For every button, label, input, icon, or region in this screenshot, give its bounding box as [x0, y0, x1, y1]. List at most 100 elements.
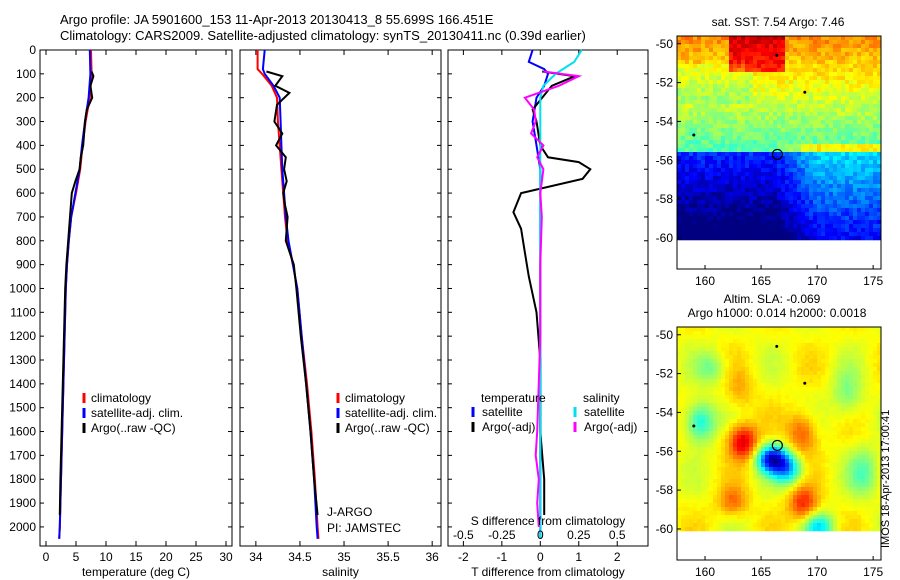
sla-map-cell [877, 363, 882, 368]
sla-map-cell [845, 475, 850, 480]
sla-map-cell [725, 375, 730, 380]
sst-map-cell [745, 192, 750, 197]
sst-map-cell [681, 228, 686, 233]
sst-map-cell [749, 168, 754, 173]
sla-map-cell [805, 359, 810, 364]
sst-map-cell [693, 180, 698, 185]
sla-map-cell [877, 483, 882, 488]
sla-map-cell [833, 383, 838, 388]
sla-map-cell [833, 431, 838, 436]
sst-map-cell [861, 92, 866, 97]
sla-map-cell [801, 415, 806, 420]
sst-map-cell [841, 84, 846, 89]
sla-map-cell [769, 443, 774, 448]
sla-map-cell [849, 359, 854, 364]
sla-map-cell [877, 375, 882, 380]
sla-map-cell [789, 427, 794, 432]
sla-map-cell [833, 355, 838, 360]
sla-map-cell [781, 423, 786, 428]
sla-map-cell [737, 427, 742, 432]
sla-map-cell [681, 423, 686, 428]
sla-map-cell [757, 367, 762, 372]
sst-map-cell [797, 232, 802, 237]
sla-map-cell [837, 347, 842, 352]
sla-map-cell [785, 399, 790, 404]
sst-map-cell [745, 172, 750, 177]
sla-map-cell [877, 467, 882, 472]
sla-map-cell [757, 351, 762, 356]
sst-map-cell [789, 212, 794, 217]
sla-map-cell [805, 327, 810, 332]
sla-map-cell [785, 411, 790, 416]
sst-map-cell [685, 40, 690, 45]
sst-map-cell [761, 196, 766, 201]
sst-map-cell [677, 228, 682, 233]
sla-map-cell [853, 459, 858, 464]
sla-map-cell [709, 375, 714, 380]
sst-map-cell [773, 160, 778, 165]
sst-map-cell [841, 144, 846, 149]
sst-map-cell [873, 40, 878, 45]
sla-map-cell [701, 479, 706, 484]
sst-map-cell [749, 52, 754, 57]
sst-map-cell [709, 220, 714, 225]
sst-map-cell [873, 196, 878, 201]
sst-map-cell [797, 140, 802, 145]
sla-map-cell [713, 339, 718, 344]
sst-map-cell [877, 220, 882, 225]
sla-map-cell [877, 331, 882, 336]
sst-map-cell [849, 40, 854, 45]
sst-map-cell [725, 144, 730, 149]
sla-map-cell [837, 351, 842, 356]
sst-map-cell [701, 96, 706, 101]
sla-map-cell [693, 399, 698, 404]
sla-map-cell [801, 403, 806, 408]
sla-map-cell [801, 331, 806, 336]
sst-map-cell [677, 180, 682, 185]
sst-map-cell [861, 236, 866, 241]
sst-map-cell [837, 224, 842, 229]
sla-map-cell [877, 403, 882, 408]
sla-map-cell [741, 395, 746, 400]
sst-map-cell [737, 56, 742, 61]
sla-map-cell [841, 383, 846, 388]
sst-map-cell [705, 40, 710, 45]
sla-map-cell [697, 339, 702, 344]
sla-map-cell [745, 411, 750, 416]
sla-map-cell [809, 363, 814, 368]
sst-map-cell [749, 236, 754, 241]
sst-map-cell [721, 52, 726, 57]
sst-map-cell [777, 52, 782, 57]
sla-map-cell [677, 367, 682, 372]
sst-map-cell [825, 52, 830, 57]
sla-map-cell [829, 435, 834, 440]
sst-map-cell [701, 156, 706, 161]
sst-map-cell [833, 120, 838, 125]
legend-label-1: Argo(-adj) [482, 420, 535, 434]
sla-map-cell [689, 347, 694, 352]
sla-map-cell [801, 431, 806, 436]
sla-map-cell [833, 447, 838, 452]
sst-map-cell [741, 124, 746, 129]
sst-map-cell [769, 48, 774, 53]
sst-map-cell [677, 140, 682, 145]
sla-map-cell [869, 359, 874, 364]
sla-map-cell [841, 391, 846, 396]
sst-map-cell [737, 112, 742, 117]
sla-map-cell [765, 419, 770, 424]
sst-map-cell [805, 208, 810, 213]
sst-map-cell [793, 188, 798, 193]
sla-map-cell [833, 331, 838, 336]
sst-map-cell [869, 100, 874, 105]
sst-map-cell [725, 72, 730, 77]
sst-map-cell [801, 228, 806, 233]
sst-map-cell [869, 184, 874, 189]
sla-map-cell [805, 435, 810, 440]
sst-map-cell [829, 140, 834, 145]
sst-map-cell [869, 76, 874, 81]
sst-map-cell [685, 64, 690, 69]
sla-map-cell [833, 483, 838, 488]
sla-map-cell [729, 411, 734, 416]
sla-map-cell [817, 331, 822, 336]
sla-map-cell [877, 419, 882, 424]
